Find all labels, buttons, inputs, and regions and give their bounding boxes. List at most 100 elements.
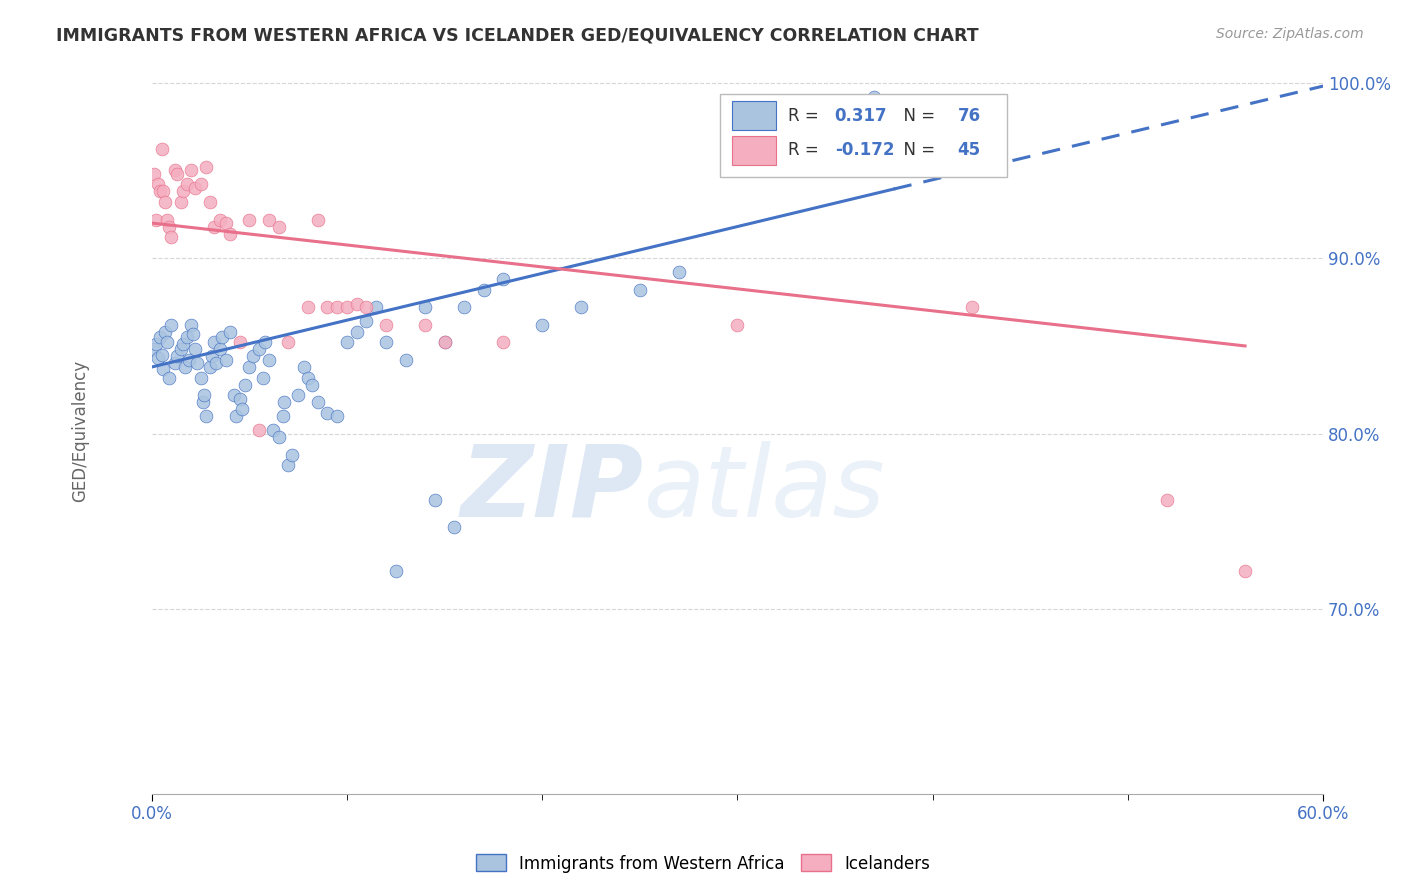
Point [172,185,194,199]
Point [281,448,304,462]
Point [297,301,319,315]
Point [150,142,173,156]
Point [326,409,349,424]
Text: R =: R = [787,142,824,160]
Point [247,343,270,357]
Point [394,353,416,368]
Point [157,219,180,234]
Point [183,343,205,357]
Text: atlas: atlas [644,441,886,538]
Text: 0.317: 0.317 [835,107,887,125]
Text: 45: 45 [957,142,981,160]
Point [215,216,238,230]
Point [492,272,515,286]
Point [166,167,188,181]
Point [628,283,651,297]
Point [375,318,398,332]
Point [336,335,359,350]
Point [200,359,222,374]
Point [165,163,187,178]
Point [160,318,183,332]
Point [155,325,177,339]
Point [1156,493,1178,508]
Point [152,361,174,376]
Point [301,377,323,392]
Point [267,219,290,234]
Text: Source: ZipAtlas.com: Source: ZipAtlas.com [1216,27,1364,41]
Point [307,395,329,409]
Text: -0.172: -0.172 [835,142,894,160]
Point [145,212,167,227]
Point [186,357,208,371]
Point [222,388,245,402]
Point [277,335,299,350]
Point [235,377,257,392]
Point [346,297,368,311]
Point [176,178,198,192]
Point [170,343,193,357]
Point [183,181,205,195]
Point [384,564,406,578]
Point [172,337,194,351]
Point [423,493,446,508]
Point [195,160,218,174]
Point [228,335,250,350]
Point [146,178,169,192]
Point [287,388,309,402]
Point [177,353,200,368]
Point [443,520,465,534]
Point [271,409,294,424]
Text: IMMIGRANTS FROM WESTERN AFRICA VS ICELANDER GED/EQUIVALENCY CORRELATION CHART: IMMIGRANTS FROM WESTERN AFRICA VS ICELAN… [56,27,979,45]
Point [176,330,198,344]
Point [492,335,515,350]
Point [336,301,359,315]
Point [148,330,170,344]
Point [292,359,315,374]
Point [231,402,253,417]
Point [569,301,592,315]
Point [148,185,170,199]
Point [356,314,378,328]
Point [273,395,295,409]
Text: ZIP: ZIP [461,441,644,538]
Text: N =: N = [893,107,941,125]
FancyBboxPatch shape [731,136,776,165]
Point [174,359,197,374]
Point [218,227,240,241]
Point [160,230,183,244]
FancyBboxPatch shape [731,101,776,130]
Point [433,335,456,350]
Point [211,330,233,344]
Point [472,283,495,297]
Point [326,301,349,315]
Point [193,388,215,402]
Point [202,219,225,234]
Point [150,348,173,362]
Point [238,212,260,227]
Point [453,301,475,315]
Point [180,318,202,332]
Point [215,353,238,368]
Point [165,357,187,371]
Point [1234,564,1257,578]
Point [366,301,388,315]
Point [297,370,319,384]
Point [228,392,250,406]
Point [316,406,339,420]
Point [960,301,983,315]
Text: 76: 76 [957,107,981,125]
Point [413,301,436,315]
Point [146,351,169,366]
Y-axis label: GED/Equivalency: GED/Equivalency [72,360,89,502]
Point [200,194,222,209]
Point [156,212,179,227]
Point [375,335,398,350]
Point [725,318,748,332]
Point [257,212,280,227]
Text: N =: N = [893,142,941,160]
Point [155,194,177,209]
Point [277,458,299,473]
Point [190,178,212,192]
Point [316,301,339,315]
Point [863,89,886,103]
